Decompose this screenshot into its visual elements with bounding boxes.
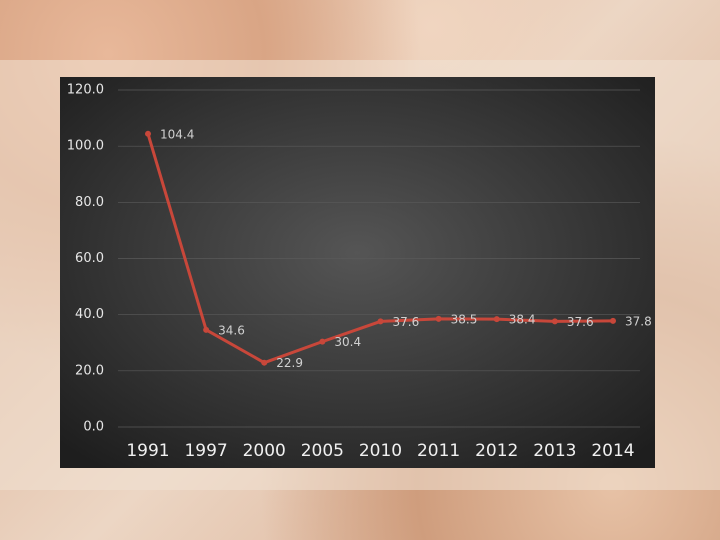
point — [203, 326, 210, 333]
x-tick-label: 1997 — [184, 441, 227, 461]
data-label: 37.6 — [567, 315, 594, 329]
point — [319, 338, 326, 345]
point — [610, 317, 616, 324]
y-tick-label: 40.0 — [75, 307, 104, 322]
x-tick-label: 1991 — [126, 441, 169, 461]
y-tick-label: 60.0 — [75, 251, 104, 266]
data-label: 38.5 — [451, 312, 478, 326]
x-tick-label: 2011 — [417, 441, 460, 461]
y-tick-label: 120.0 — [67, 83, 104, 98]
point — [551, 318, 558, 325]
data-label: 22.9 — [276, 356, 303, 370]
x-tick-label: 2012 — [475, 441, 518, 461]
y-tick-label: 20.0 — [75, 363, 104, 378]
y-tick-label: 0.0 — [83, 420, 104, 435]
x-tick-label: 2000 — [243, 441, 286, 461]
point — [435, 315, 442, 322]
x-tick-label: 2010 — [359, 441, 402, 461]
data-label: 30.4 — [334, 335, 361, 349]
x-tick-label: 2013 — [533, 441, 576, 461]
data-label: 34.6 — [218, 323, 245, 337]
chart-panel — [60, 77, 655, 468]
data-label: 37.6 — [393, 315, 420, 329]
point — [145, 130, 151, 137]
y-tick-label: 80.0 — [75, 195, 104, 210]
x-tick-label: 2005 — [301, 441, 344, 461]
point — [377, 318, 384, 325]
data-label: 37.8 — [625, 314, 652, 328]
x-tick-label: 2014 — [591, 441, 634, 461]
point — [493, 316, 500, 323]
data-label: 38.4 — [509, 313, 536, 327]
point — [261, 359, 268, 366]
data-label: 104.4 — [160, 127, 194, 141]
y-tick-label: 100.0 — [67, 139, 104, 154]
